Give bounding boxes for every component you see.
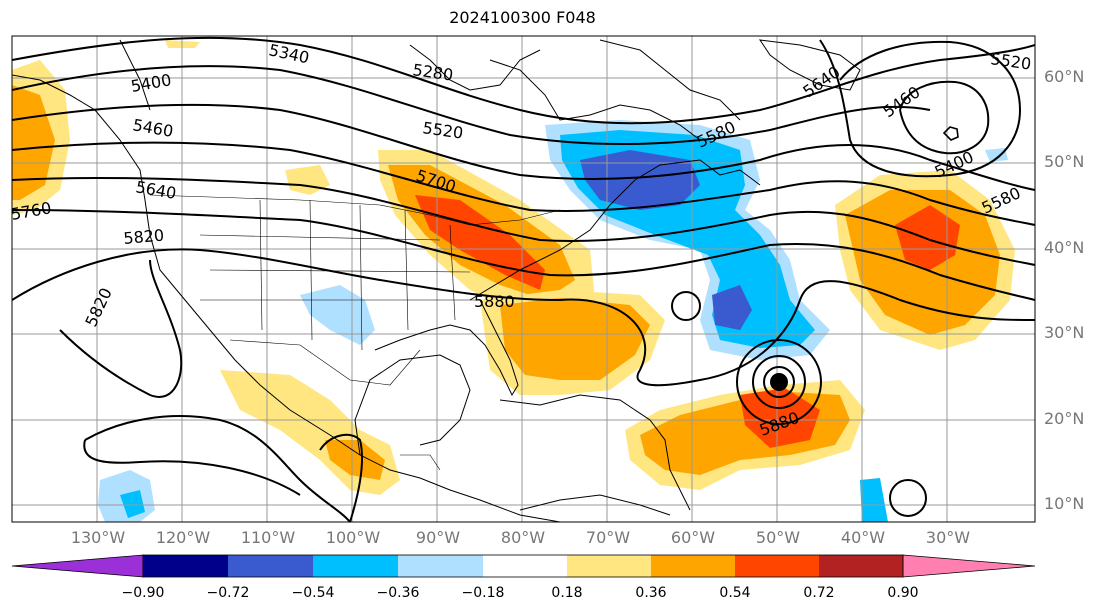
lat-label: 50°N bbox=[1044, 152, 1085, 171]
colorbar-tick-label: −0.90 bbox=[121, 585, 165, 601]
height-contours bbox=[12, 36, 1035, 522]
colorbar-segment bbox=[819, 555, 903, 577]
graticule bbox=[12, 36, 1035, 522]
lat-label: 60°N bbox=[1044, 67, 1085, 86]
map-title: 2024100300 F048 bbox=[449, 8, 596, 27]
colorbar-segment bbox=[313, 555, 398, 577]
lon-label: 60°W bbox=[670, 528, 716, 547]
negative-anomaly-region bbox=[580, 150, 700, 210]
lon-label: 120°W bbox=[155, 528, 211, 547]
positive-anomaly-region bbox=[895, 205, 960, 270]
colorbar bbox=[11, 554, 1036, 578]
colorbar-tick-label: −0.36 bbox=[376, 585, 420, 601]
negative-anomaly-region bbox=[985, 148, 1008, 162]
colorbar-tick-label: −0.54 bbox=[291, 585, 335, 601]
lon-label: 50°W bbox=[755, 528, 801, 547]
colorbar-segment bbox=[143, 555, 228, 577]
lon-label: 90°W bbox=[415, 528, 461, 547]
colorbar-extend-high bbox=[902, 554, 1036, 578]
positive-anomaly-region bbox=[12, 85, 55, 200]
colorbar-segment bbox=[567, 555, 651, 577]
coastline-layer bbox=[12, 39, 861, 522]
lon-label: 100°W bbox=[325, 528, 381, 547]
colorbar-segment bbox=[483, 555, 567, 577]
colorbar-tick-label: −0.72 bbox=[206, 585, 250, 601]
anomaly-fill-layer bbox=[12, 40, 1015, 522]
colorbar-tick-label: 0.18 bbox=[551, 585, 583, 601]
negative-anomaly-region bbox=[712, 285, 752, 330]
negative-anomaly-region bbox=[120, 490, 145, 518]
cyclone-center bbox=[770, 373, 788, 391]
colorbar-segment bbox=[651, 555, 735, 577]
colorbar-segment bbox=[228, 555, 313, 577]
colorbar-segment bbox=[735, 555, 819, 577]
lon-label: 40°W bbox=[840, 528, 886, 547]
positive-anomaly-region bbox=[740, 388, 820, 448]
positive-anomaly-region bbox=[325, 440, 385, 480]
colorbar-segment bbox=[398, 555, 483, 577]
negative-anomaly-region bbox=[860, 478, 888, 522]
colorbar-tick-label: 0.72 bbox=[803, 585, 835, 601]
colorbar-tick-label: 0.36 bbox=[635, 585, 667, 601]
contour-label: 5880 bbox=[474, 292, 515, 311]
lat-label: 40°N bbox=[1044, 238, 1085, 257]
lat-label: 10°N bbox=[1044, 494, 1085, 513]
contour-label: 5820 bbox=[123, 226, 165, 248]
colorbar-tick-label: −0.18 bbox=[461, 585, 505, 601]
lon-label: 130°W bbox=[70, 528, 126, 547]
lon-label: 110°W bbox=[240, 528, 296, 547]
colorbar-tick-label: 0.54 bbox=[719, 585, 751, 601]
lon-label: 30°W bbox=[925, 528, 971, 547]
lat-label: 20°N bbox=[1044, 409, 1085, 428]
colorbar-tick-label: 0.90 bbox=[887, 585, 919, 601]
lat-label: 30°N bbox=[1044, 323, 1085, 342]
lon-label: 80°W bbox=[500, 528, 546, 547]
positive-anomaly-region bbox=[500, 298, 650, 380]
map-frame bbox=[11, 35, 1036, 523]
lon-label: 70°W bbox=[585, 528, 631, 547]
colorbar-extend-low bbox=[11, 554, 144, 578]
